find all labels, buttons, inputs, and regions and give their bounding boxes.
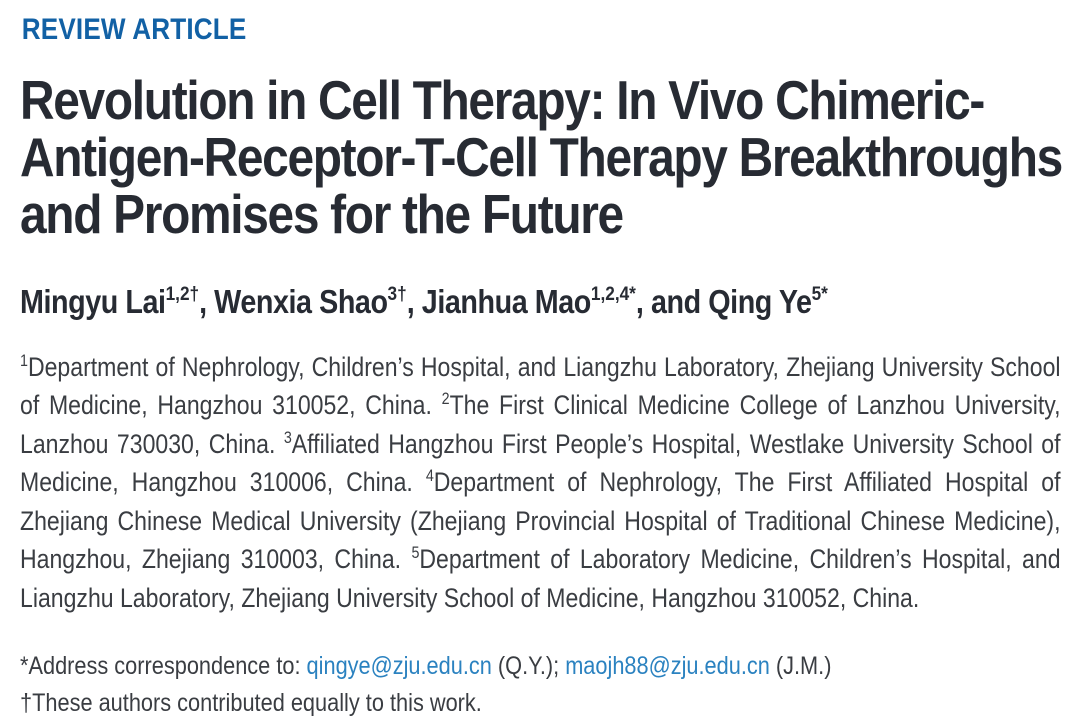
page-title: Revolution in Cell Therapy: In Vivo Chim… bbox=[20, 69, 1063, 245]
affiliation-superscript: 4 bbox=[425, 467, 434, 486]
author-superscript: 5* bbox=[811, 282, 828, 305]
email-link[interactable]: maojh88@zju.edu.cn bbox=[565, 652, 770, 681]
author-superscript: 1,2† bbox=[165, 282, 200, 305]
content-column: REVIEW ARTICLE Revolution in Cell Therap… bbox=[20, 13, 1063, 722]
affiliation-text: Affiliated Hangzhou First People’s Hospi… bbox=[20, 428, 1061, 498]
affiliation-superscript: 3 bbox=[283, 428, 292, 447]
equal-contribution-note: †These authors contributed equally to th… bbox=[20, 689, 482, 718]
author-name: , Wenxia Shao bbox=[199, 282, 388, 320]
affiliation-superscript: 5 bbox=[411, 544, 420, 563]
article-type-kicker: REVIEW ARTICLE bbox=[21, 13, 247, 46]
author-superscript: 1,2,4* bbox=[590, 282, 636, 305]
author-name: , and Qing Ye bbox=[635, 282, 812, 320]
author-name: , Jianhua Mao bbox=[406, 282, 592, 320]
affiliation-text: Department of Nephrology, Children’s Hos… bbox=[20, 351, 1061, 421]
correspondence-text: (J.M.) bbox=[769, 652, 832, 681]
correspondence-line: *Address correspondence to: qingye@zju.e… bbox=[20, 648, 1061, 685]
affiliation-text: Department of Nephrology, The First Affi… bbox=[20, 467, 1061, 575]
affiliations-paragraph: 1Department of Nephrology, Children’s Ho… bbox=[20, 348, 1061, 618]
title-line-1: Revolution in Cell Therapy: In Vivo Chim… bbox=[20, 69, 985, 131]
correspondence-text: *Address correspondence to: bbox=[20, 652, 307, 681]
footnotes-block: *Address correspondence to: qingye@zju.e… bbox=[20, 648, 1061, 722]
title-line-2: Antigen-Receptor-T-Cell Therapy Breakthr… bbox=[20, 126, 1063, 188]
affiliation-superscript: 1 bbox=[20, 351, 28, 370]
correspondence-text: (Q.Y.); bbox=[491, 652, 566, 681]
affiliation-superscript: 2 bbox=[441, 390, 450, 409]
author-name: Mingyu Lai bbox=[20, 282, 166, 320]
author-superscript: 3† bbox=[387, 282, 407, 305]
affiliation-text: Department of Laboratory Medicine, Child… bbox=[20, 544, 1061, 613]
affiliation-text: The First Clinical Medicine College of L… bbox=[20, 390, 1061, 459]
author-list: Mingyu Lai1,2†, Wenxia Shao3†, Jianhua M… bbox=[20, 280, 1061, 324]
email-link[interactable]: qingye@zju.edu.cn bbox=[306, 652, 492, 681]
title-line-3: and Promises for the Future bbox=[20, 183, 624, 245]
